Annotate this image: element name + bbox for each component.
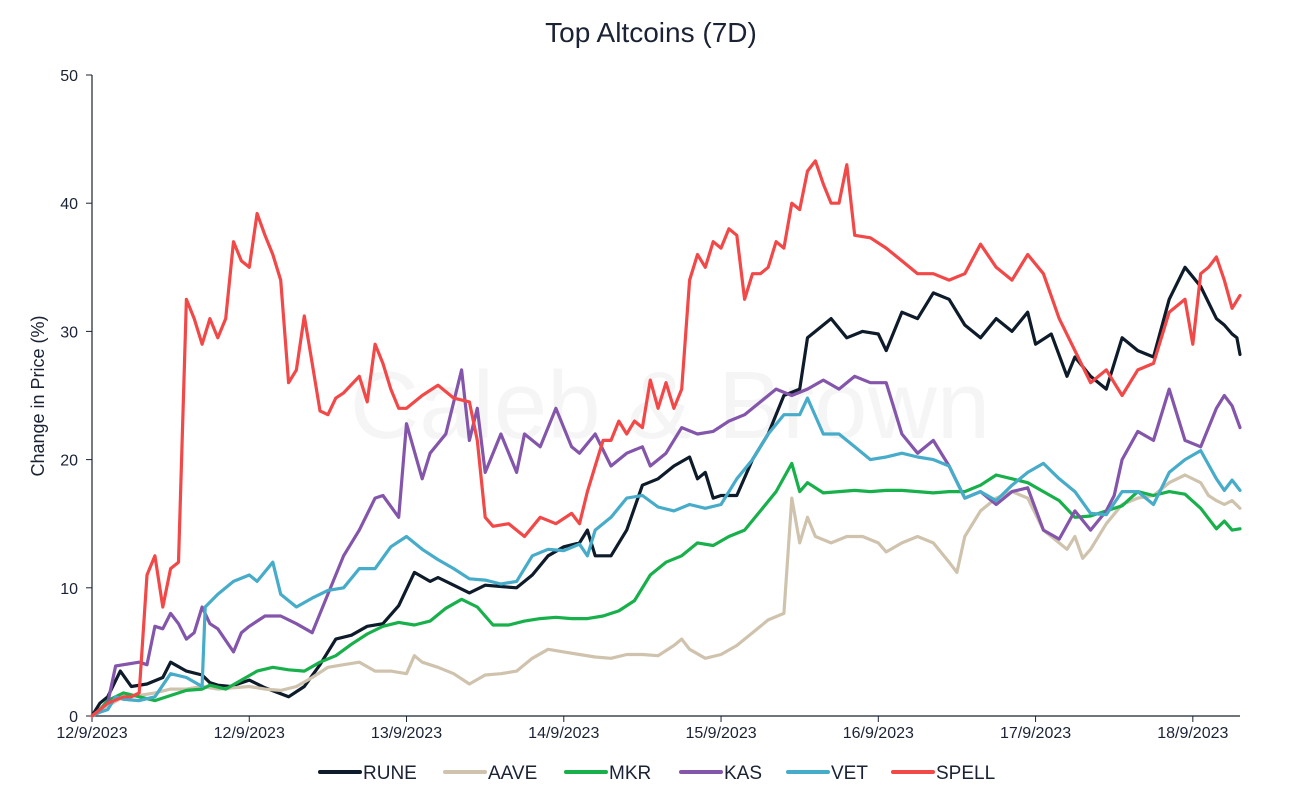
legend: RUNE AAVE MKR KAS VET SPELL: [318, 763, 995, 784]
series-line-vet: [90, 396, 1242, 718]
x-tick-label: 17/9/2023: [1000, 725, 1071, 742]
x-tick-label: 18/9/2023: [1157, 725, 1228, 742]
series-line-aave: [90, 473, 1242, 718]
y-tick-label: 50: [60, 68, 78, 85]
series-line-spell: [90, 159, 1242, 718]
x-tick-label: 14/9/2023: [528, 725, 599, 742]
x-tick-label: 16/9/2023: [843, 725, 914, 742]
x-tick-label: 15/9/2023: [685, 725, 756, 742]
y-tick-label: 0: [69, 709, 78, 726]
y-axis-label: Change in Price (%): [28, 315, 48, 476]
legend-label-aave: AAVE: [488, 763, 537, 784]
series-line-mkr: [90, 461, 1242, 718]
legend-label-rune: RUNE: [363, 763, 417, 784]
series-line-kas: [90, 368, 1242, 718]
y-tick-label: 40: [60, 196, 78, 213]
y-tick-label: 20: [60, 453, 78, 470]
x-tick-label: 13/9/2023: [371, 725, 442, 742]
series-lines: [90, 159, 1242, 718]
legend-label-vet: VET: [831, 763, 868, 784]
y-tick-label: 30: [60, 324, 78, 341]
axes: 0 10 20 30 40 50 12/9/2023 12/9/2023 13/9/2023 14…: [56, 68, 1240, 742]
x-tick-label: 12/9/2023: [214, 725, 285, 742]
y-tick-label: 10: [60, 581, 78, 598]
legend-label-spell: SPELL: [936, 763, 995, 784]
x-tick-label: 12/9/2023: [56, 725, 127, 742]
legend-label-kas: KAS: [724, 763, 762, 784]
chart-title: Top Altcoins (7D): [545, 17, 757, 48]
legend-label-mkr: MKR: [609, 763, 651, 784]
